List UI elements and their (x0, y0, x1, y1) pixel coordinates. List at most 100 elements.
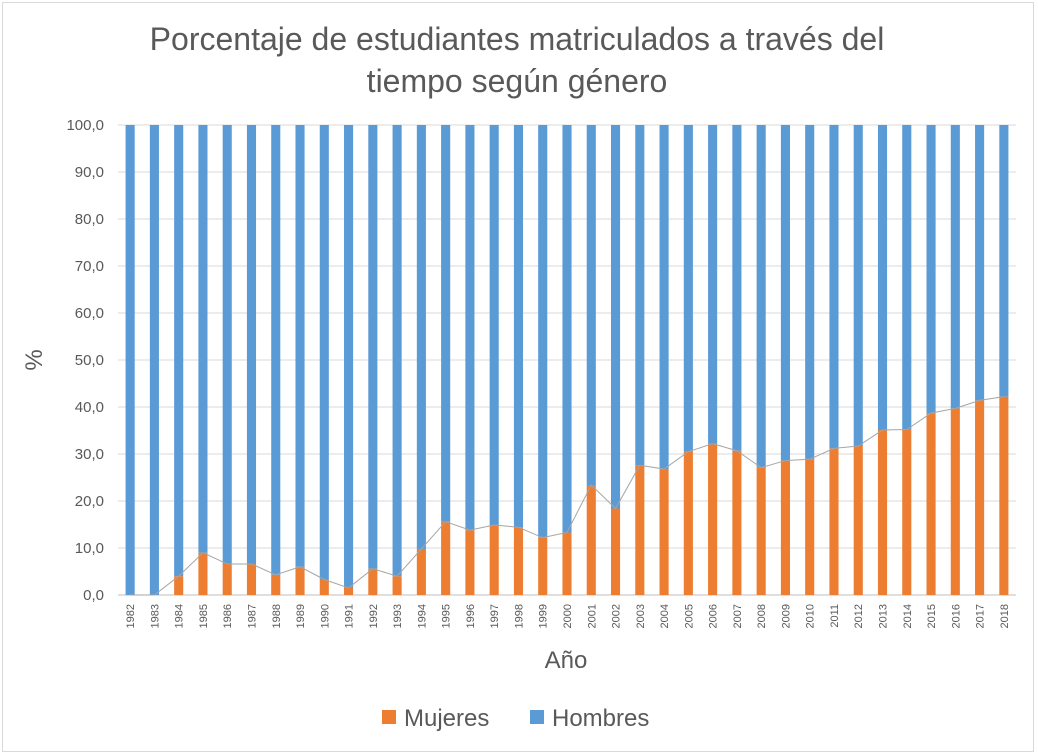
bar-hombres-2007 (732, 125, 742, 451)
bar-hombres-1987 (246, 125, 257, 564)
bar-mujeres-2008 (756, 467, 766, 595)
bar-mujeres-1992 (368, 568, 378, 595)
bar-hombres-2015 (926, 125, 936, 414)
bar-mujeres-1989 (295, 566, 305, 595)
bar-hombres-2014 (902, 125, 912, 430)
bar-mujeres-1988 (271, 574, 281, 595)
bar-hombres-2016 (950, 125, 960, 409)
bar-hombres-2012 (853, 125, 863, 447)
bar-hombres-2008 (756, 125, 766, 468)
mujeres-trend-line (130, 396, 1004, 596)
bar-mujeres-2015 (926, 413, 936, 595)
x-tick-label: 1995 (441, 604, 453, 628)
x-tick-label: 2001 (586, 604, 598, 628)
bar-hombres-2018 (999, 125, 1009, 397)
x-tick-label: 1984 (174, 604, 186, 628)
bar-hombres-2013 (877, 125, 888, 431)
bar-mujeres-1996 (465, 530, 475, 595)
bar-hombres-1989 (295, 125, 305, 567)
x-tick-label: 1990 (319, 604, 331, 628)
x-tick-label: 1996 (465, 604, 477, 628)
x-tick-label: 1999 (538, 604, 550, 628)
x-tick-label: 2007 (732, 604, 744, 628)
bar-mujeres-2010 (805, 459, 815, 595)
bar-mujeres-1985 (198, 552, 208, 595)
x-tick-label: 2004 (659, 604, 671, 628)
bar-mujeres-2013 (877, 430, 888, 595)
y-tick-label: 0,0 (83, 587, 104, 604)
bar-hombres-1992 (368, 125, 378, 569)
bar-hombres-1998 (513, 125, 524, 528)
x-tick-label: 1992 (368, 604, 380, 628)
bar-hombres-1990 (319, 125, 329, 580)
bar-hombres-1983 (149, 125, 159, 595)
bar-mujeres-2001 (586, 485, 596, 595)
y-tick-label: 20,0 (75, 493, 104, 510)
bar-hombres-1984 (174, 125, 184, 577)
bar-mujeres-1986 (222, 563, 232, 595)
x-tick-label: 1987 (246, 604, 258, 628)
x-tick-label: 2005 (683, 604, 695, 628)
x-tick-label: 2002 (611, 604, 623, 628)
x-tick-label: 1997 (489, 604, 501, 628)
bar-mujeres-1993 (392, 576, 402, 595)
bar-hombres-1997 (489, 125, 499, 525)
x-axis-title: Año (545, 647, 588, 674)
x-tick-label: 2006 (708, 604, 720, 628)
y-tick-label: 70,0 (75, 258, 104, 275)
bar-hombres-1982 (125, 125, 135, 595)
chart-title: Porcentaje de estudiantes matriculados a… (149, 21, 885, 99)
bar-mujeres-2012 (853, 446, 863, 595)
bar-mujeres-1999 (538, 537, 548, 595)
x-tick-label: 1982 (125, 604, 137, 628)
x-tick-label: 2013 (878, 604, 890, 628)
x-tick-label: 1993 (392, 604, 404, 628)
bar-mujeres-2000 (562, 532, 572, 595)
bar-mujeres-2003 (635, 465, 645, 595)
x-tick-label: 2000 (562, 604, 574, 628)
bar-hombres-2003 (635, 125, 645, 466)
bar-hombres-2006 (708, 125, 718, 444)
x-tick-label: 2015 (926, 604, 938, 628)
bar-hombres-1996 (465, 125, 475, 531)
bar-hombres-1986 (222, 125, 232, 564)
bar-mujeres-1997 (489, 524, 499, 595)
x-tick-labels: 1982 1983 1984 1985 1986 1987 1988 1989 1990 1991… (125, 604, 1011, 628)
bars (125, 125, 1009, 595)
bar-hombres-1991 (344, 125, 354, 588)
y-tick-label: 80,0 (75, 211, 104, 228)
bar-hombres-1993 (392, 125, 402, 577)
bar-mujeres-2018 (999, 396, 1009, 595)
legend-swatch-mujeres (382, 710, 396, 724)
y-tick-label: 60,0 (75, 305, 104, 322)
x-tick-label: 2012 (853, 604, 865, 628)
x-tick-label: 1991 (344, 604, 356, 628)
bar-mujeres-2005 (683, 451, 693, 595)
x-tick-label: 2014 (902, 604, 914, 628)
bar-hombres-1995 (441, 125, 451, 522)
bar-hombres-1985 (198, 125, 208, 553)
y-tick-labels: 0,0 10,0 20,0 30,0 40,0 50,0 60,0 70,0 80,0 90,0 1… (66, 117, 104, 604)
bar-hombres-1994 (416, 125, 426, 549)
bar-mujeres-2006 (708, 443, 718, 595)
bar-mujeres-2014 (902, 429, 912, 595)
bar-mujeres-2009 (780, 460, 790, 595)
legend-label-mujeres: Mujeres (404, 705, 489, 732)
bar-hombres-2002 (610, 125, 621, 509)
bar-mujeres-1987 (246, 563, 257, 595)
y-tick-label: 40,0 (75, 399, 104, 416)
bar-mujeres-2002 (610, 508, 621, 595)
bar-mujeres-2016 (950, 408, 960, 595)
y-tick-label: 10,0 (75, 540, 104, 557)
x-tick-label: 2017 (975, 604, 987, 628)
bar-hombres-2004 (659, 125, 669, 470)
bar-mujeres-1984 (174, 576, 184, 595)
x-tick-label: 1985 (198, 604, 210, 628)
bar-hombres-2005 (683, 125, 693, 452)
x-tick-label: 1988 (271, 604, 283, 628)
bar-hombres-2000 (562, 125, 572, 533)
legend-swatch-hombres (530, 710, 544, 724)
bar-mujeres-2007 (732, 450, 742, 595)
y-tick-label: 30,0 (75, 446, 104, 463)
